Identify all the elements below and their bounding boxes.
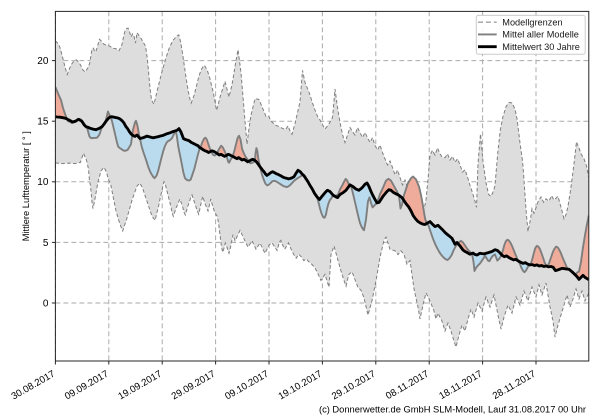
svg-text:Modellgrenzen: Modellgrenzen: [502, 17, 562, 27]
svg-text:Mittelwert 30 Jahre: Mittelwert 30 Jahre: [502, 42, 580, 52]
svg-text:Mittel aller Modelle: Mittel aller Modelle: [502, 30, 579, 40]
svg-text:10: 10: [37, 177, 49, 188]
svg-text:(c) Donnerwetter.de GmbH SLM-M: (c) Donnerwetter.de GmbH SLM-Modell, Lau…: [319, 405, 586, 415]
svg-text:5: 5: [43, 238, 49, 249]
svg-text:20: 20: [37, 56, 49, 67]
svg-text:15: 15: [37, 117, 49, 128]
svg-text:0: 0: [43, 298, 49, 309]
svg-text:Mittlere Lufttemperatur [ ° ]: Mittlere Lufttemperatur [ ° ]: [21, 131, 31, 241]
